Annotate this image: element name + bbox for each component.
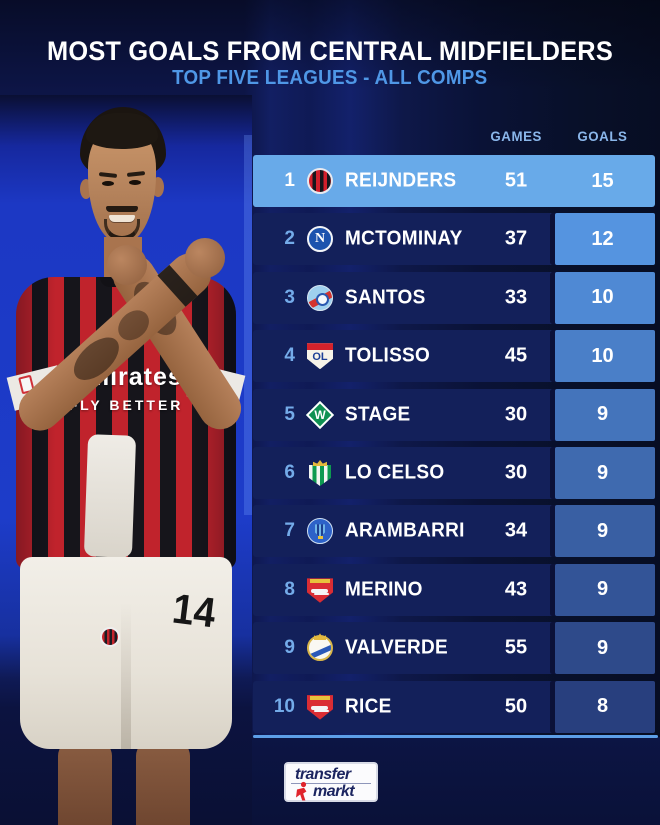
goals-value: 10	[591, 344, 614, 367]
logo-divider	[291, 783, 371, 784]
games-value: 34	[504, 519, 528, 542]
goals-value: 9	[596, 578, 609, 601]
column-header-games: GAMES	[490, 128, 542, 144]
games-value: 30	[504, 403, 528, 426]
table-row: 3 SANTOS 33 10	[253, 271, 655, 324]
goals-value: 9	[596, 403, 609, 426]
rank-number: 7	[284, 520, 295, 542]
goals-value: 9	[596, 636, 609, 659]
betis-badge	[307, 460, 333, 486]
tattoo	[112, 304, 155, 347]
real-madrid-badge	[307, 635, 333, 662]
rank-number: 6	[284, 462, 295, 483]
games-value: 45	[504, 344, 528, 367]
table-row: 5 STAGE 30 9	[253, 388, 655, 441]
games-value: 51	[504, 169, 528, 192]
table-row: 6 LO CELSO 30 9	[253, 447, 655, 499]
goals-value: 10	[591, 286, 614, 309]
page-title: MOST GOALS FROM CENTRAL MIDFIELDERS	[0, 36, 660, 67]
page-subtitle: TOP FIVE LEAGUES - ALL COMPS	[0, 67, 660, 90]
jersey-sponsor-subtext: FLY BETTER	[68, 397, 184, 413]
player-photo: Emirates FLY BETTER 14	[0, 95, 252, 825]
shorts-number: 14	[169, 584, 219, 637]
stadium-glass-highlight	[244, 135, 252, 515]
page-title-text: MOST GOALS FROM CENTRAL MIDFIELDERS	[47, 36, 613, 66]
rank-number: 8	[284, 578, 295, 600]
goals-value: 8	[596, 695, 609, 718]
games-value: 55	[504, 636, 528, 659]
player-fist	[107, 245, 147, 285]
player-name: STAGE	[345, 403, 411, 426]
napoli-badge	[307, 226, 333, 253]
table-row: 8 MERINO 43 9	[253, 563, 655, 616]
player-name: MCTOMINAY	[345, 227, 463, 250]
player-name: MERINO	[345, 578, 423, 601]
arsenal-badge	[307, 577, 333, 603]
lyon-badge	[307, 343, 333, 370]
table-row: 7 ARAMBARRI 34 9	[253, 505, 655, 558]
table-row: 9 VALVERDE 55 9	[253, 622, 655, 675]
goals-value: 12	[591, 227, 614, 250]
player-name: ARAMBARRI	[345, 519, 465, 542]
arsenal-badge	[307, 694, 333, 720]
transfermarkt-runner-icon	[296, 781, 307, 801]
goals-cell: 10	[550, 330, 655, 383]
games-value: 43	[504, 578, 528, 601]
player-fist	[185, 238, 225, 278]
games-value: 30	[504, 461, 528, 484]
goals-value: 15	[591, 169, 614, 192]
rank-number: 5	[284, 403, 295, 425]
rank-number: 9	[284, 637, 295, 659]
logo-text-markt: markt	[313, 783, 355, 800]
rank-number: 3	[284, 286, 295, 308]
goals-cell: 8	[550, 680, 655, 733]
games-value: 37	[504, 227, 528, 250]
werder-badge	[305, 400, 335, 429]
table-row: 2 MCTOMINAY 37 12	[253, 213, 655, 266]
column-header-goals: GOALS	[577, 128, 628, 144]
ac-milan-badge	[307, 168, 333, 194]
rank-number: 1	[284, 170, 295, 191]
ranking-table: 1REIJNDERS51152MCTOMINAY37123SANTOS33104…	[253, 155, 655, 735]
goals-cell: 15	[550, 155, 655, 207]
divider-line	[253, 735, 658, 738]
goals-cell: 9	[550, 563, 655, 616]
player-shorts	[20, 557, 232, 749]
ac-milan-shorts-badge	[100, 627, 120, 647]
player-name: REIJNDERS	[345, 169, 457, 192]
logo-text-transfer: transfer	[295, 766, 351, 783]
rank-number: 2	[284, 228, 295, 250]
player-name: TOLISSO	[345, 344, 431, 367]
games-value: 50	[504, 695, 528, 718]
goals-value: 9	[596, 461, 609, 484]
goals-cell: 9	[550, 388, 655, 441]
player-name: VALVERDE	[345, 636, 448, 659]
page-subtitle-text: TOP FIVE LEAGUES - ALL COMPS	[172, 67, 488, 89]
table-row: 4 TOLISSO 45 10	[253, 330, 655, 383]
goals-cell: 10	[550, 271, 655, 324]
rank-number: 4	[284, 345, 295, 367]
goals-cell: 9	[550, 505, 655, 558]
player-name: SANTOS	[345, 286, 426, 309]
transfermarkt-logo: transfer markt	[284, 762, 378, 802]
table-row: 10 RICE 50 8	[253, 680, 655, 733]
goals-value: 9	[596, 519, 609, 542]
player-name: LO CELSO	[345, 461, 445, 484]
player-name: RICE	[345, 695, 392, 718]
strasbourg-badge	[307, 284, 333, 311]
table-row: 1 REIJNDERS 51 15	[253, 155, 655, 207]
rank-number: 10	[273, 695, 295, 717]
goals-cell: 12	[550, 213, 655, 266]
getafe-badge	[307, 518, 333, 545]
goals-cell: 9	[550, 447, 655, 499]
goals-cell: 9	[550, 622, 655, 675]
games-value: 33	[504, 286, 528, 309]
